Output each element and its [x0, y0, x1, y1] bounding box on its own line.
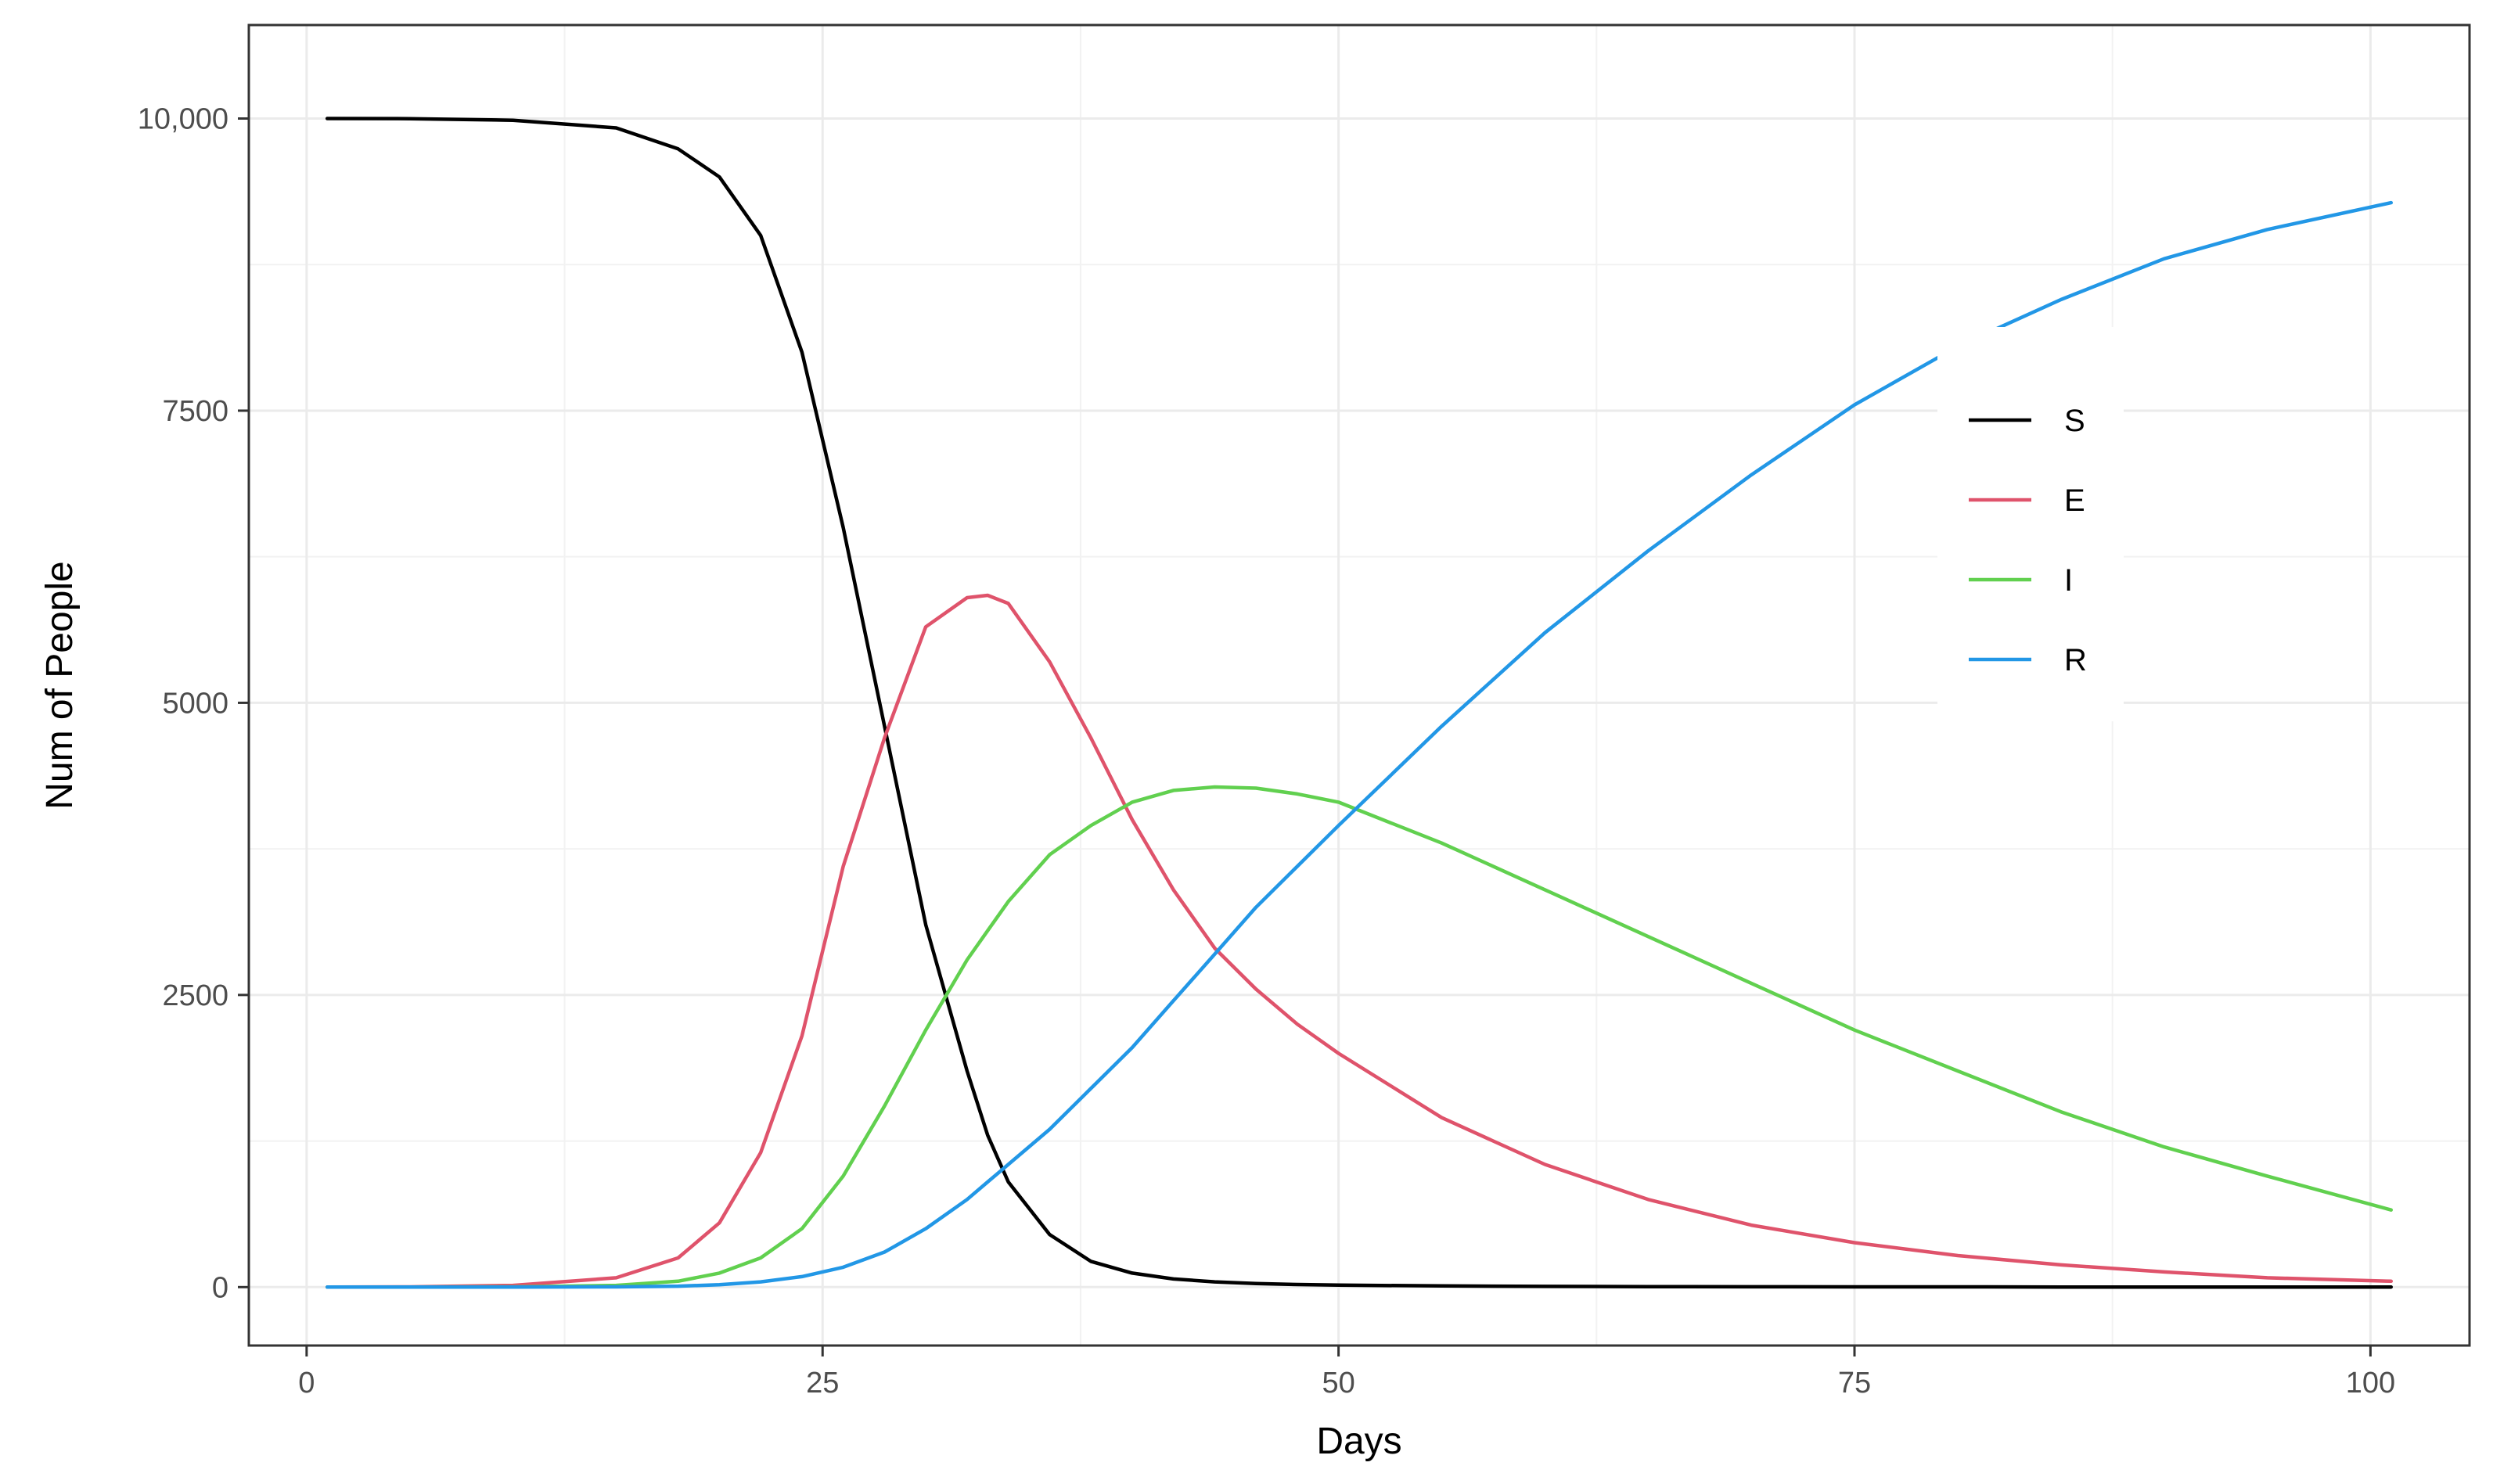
y-tick-label: 0	[212, 1271, 228, 1304]
series-lines	[325, 117, 2394, 1289]
legend-label-i: I	[2064, 563, 2073, 598]
series-line-i	[325, 785, 2394, 1289]
x-tick-label: 25	[806, 1367, 839, 1400]
legend-label-s: S	[2064, 404, 2085, 438]
x-tick-label: 75	[1838, 1367, 1871, 1400]
series-line-e	[325, 593, 2394, 1289]
series-line-s	[325, 117, 2394, 1289]
y-axis: 0 2500 5000 7500 10,000	[138, 103, 249, 1304]
legend-label-e: E	[2064, 483, 2085, 518]
legend-label-r: R	[2064, 643, 2087, 677]
x-tick-label: 100	[2346, 1367, 2395, 1400]
y-tick-label: 7500	[162, 395, 228, 428]
x-axis-title: Days	[1316, 1421, 1401, 1462]
panel-border	[247, 23, 2471, 1347]
minor-gridlines	[249, 25, 2470, 1346]
legend-background	[1937, 327, 2124, 721]
x-axis: 0 25 50 75 100	[298, 1346, 2395, 1400]
x-tick-label: 50	[1322, 1367, 1354, 1400]
legend: S E I R	[1937, 327, 2124, 721]
y-tick-label: 2500	[162, 979, 228, 1012]
y-axis-title: Num of People	[39, 561, 81, 810]
x-tick-label: 0	[298, 1367, 315, 1400]
y-tick-label: 10,000	[138, 103, 228, 136]
y-tick-label: 5000	[162, 687, 228, 720]
series-line-r	[325, 200, 2394, 1289]
